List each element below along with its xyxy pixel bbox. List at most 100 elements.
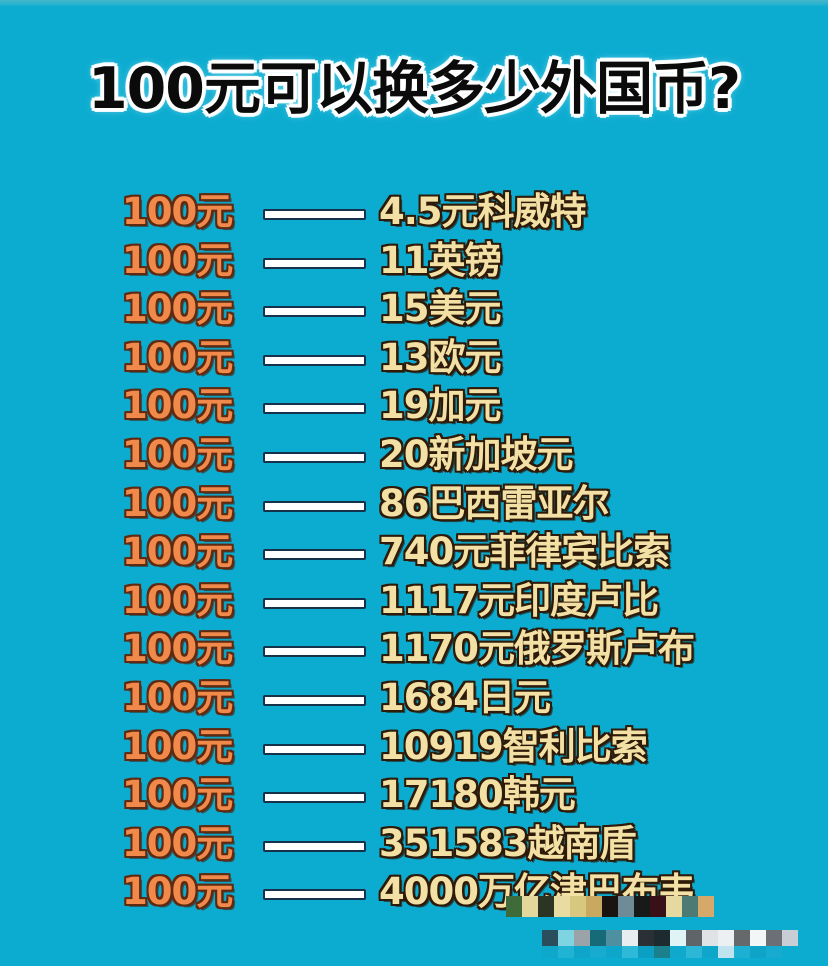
source-amount: 100元 (122, 432, 233, 476)
mosaic-tile (702, 930, 718, 946)
mosaic-tile (670, 930, 686, 946)
mosaic-tile (766, 930, 782, 946)
mosaic-tile (654, 930, 670, 946)
mosaic-tile (622, 930, 638, 946)
exchange-rate-list: 100元 4.5元科威特 100元 11英镑 100元 15美元 100元 13欧元 100元 1… (0, 188, 828, 917)
mosaic-tile (570, 896, 586, 917)
mosaic-tile (574, 946, 590, 958)
equals-dash-icon (263, 646, 366, 658)
exchange-rate-row: 100元 10919智利比索 (0, 723, 828, 772)
converted-amount: 86巴西雷亚尔 (379, 481, 609, 525)
exchange-rate-row: 100元 11英镑 (0, 237, 828, 286)
converted-amount: 20新加坡元 (379, 432, 573, 476)
mosaic-tile (506, 896, 522, 917)
exchange-rate-row: 100元 4.5元科威特 (0, 188, 828, 237)
source-amount: 100元 (122, 190, 233, 233)
mosaic-tile (702, 946, 718, 958)
mosaic-tile (558, 946, 574, 958)
equals-dash-icon (263, 597, 366, 609)
mosaic-tile (574, 930, 590, 946)
exchange-rate-row: 100元 15美元 (0, 285, 828, 334)
converted-amount: 351583越南盾 (379, 821, 636, 865)
converted-amount: 1684日元 (379, 675, 551, 719)
source-amount: 100元 (122, 335, 233, 379)
mosaic-tile (542, 930, 558, 946)
exchange-rate-row: 100元 1117元印度卢比 (0, 577, 828, 626)
mosaic-tile (554, 896, 570, 917)
mosaic-tile (606, 946, 622, 958)
mosaic-censor-over-text (506, 896, 714, 917)
page-title: 100元可以换多少外国币? (87, 56, 741, 122)
mosaic-tile (766, 946, 782, 958)
converted-amount: 1170元俄罗斯卢布 (379, 627, 695, 671)
mosaic-tile (654, 946, 670, 958)
exchange-rate-row: 100元 740元菲律宾比索 (0, 528, 828, 577)
source-amount: 100元 (122, 481, 233, 525)
mosaic-tile (522, 896, 538, 917)
converted-amount: 4.5元科威特 (379, 190, 587, 233)
converted-amount: 10919智利比索 (379, 724, 648, 768)
equals-dash-icon (263, 500, 366, 512)
mosaic-tile (638, 946, 654, 958)
exchange-rate-row: 100元 17180韩元 (0, 771, 828, 820)
mosaic-tile (750, 946, 766, 958)
source-amount: 100元 (122, 530, 233, 574)
source-amount: 100元 (122, 870, 233, 914)
exchange-rate-row: 100元 86巴西雷亚尔 (0, 480, 828, 529)
mosaic-tile (558, 930, 574, 946)
converted-amount: 17180韩元 (379, 773, 576, 817)
converted-amount: 13欧元 (379, 335, 501, 379)
exchange-rate-row: 100元 351583越南盾 (0, 820, 828, 869)
equals-dash-icon (263, 694, 366, 706)
mosaic-tile (750, 930, 766, 946)
mosaic-tile (666, 896, 682, 917)
converted-amount: 1117元印度卢比 (379, 578, 659, 622)
mosaic-tile (622, 946, 638, 958)
source-amount: 100元 (122, 821, 233, 865)
mosaic-tile (698, 896, 714, 917)
equals-dash-icon (263, 354, 366, 366)
equals-dash-icon (263, 403, 366, 415)
mosaic-tile (538, 896, 554, 917)
mosaic-tile (718, 946, 734, 958)
equals-dash-icon (263, 451, 366, 463)
mosaic-tile (634, 896, 650, 917)
mosaic-tile (650, 896, 666, 917)
equals-dash-icon (263, 743, 366, 755)
mosaic-censor-watermark-lower (542, 946, 798, 958)
exchange-rate-row: 100元 19加元 (0, 382, 828, 431)
source-amount: 100元 (122, 627, 233, 671)
mosaic-tile (638, 930, 654, 946)
mosaic-censor-watermark (542, 930, 798, 946)
mosaic-tile (590, 930, 606, 946)
mosaic-tile (734, 930, 750, 946)
equals-dash-icon (263, 209, 366, 220)
mosaic-tile (782, 946, 798, 958)
mosaic-tile (670, 946, 686, 958)
exchange-rate-row: 100元 1684日元 (0, 674, 828, 723)
equals-dash-icon (263, 257, 366, 269)
mosaic-tile (686, 930, 702, 946)
converted-amount: 19加元 (379, 384, 501, 428)
source-amount: 100元 (122, 773, 233, 817)
mosaic-tile (718, 930, 734, 946)
source-amount: 100元 (122, 724, 233, 768)
equals-dash-icon (263, 840, 366, 852)
mosaic-tile (682, 896, 698, 917)
converted-amount: 15美元 (379, 287, 501, 331)
source-amount: 100元 (122, 287, 233, 331)
converted-amount: 740元菲律宾比索 (379, 530, 670, 574)
mosaic-tile (782, 930, 798, 946)
mosaic-tile (586, 896, 602, 917)
source-amount: 100元 (122, 578, 233, 622)
equals-dash-icon (263, 792, 366, 804)
equals-dash-icon (263, 306, 366, 318)
mosaic-tile (602, 896, 618, 917)
mosaic-tile (590, 946, 606, 958)
source-amount: 100元 (122, 238, 233, 282)
equals-dash-icon (263, 889, 366, 901)
mosaic-tile (606, 930, 622, 946)
source-amount: 100元 (122, 675, 233, 719)
source-amount: 100元 (122, 384, 233, 428)
